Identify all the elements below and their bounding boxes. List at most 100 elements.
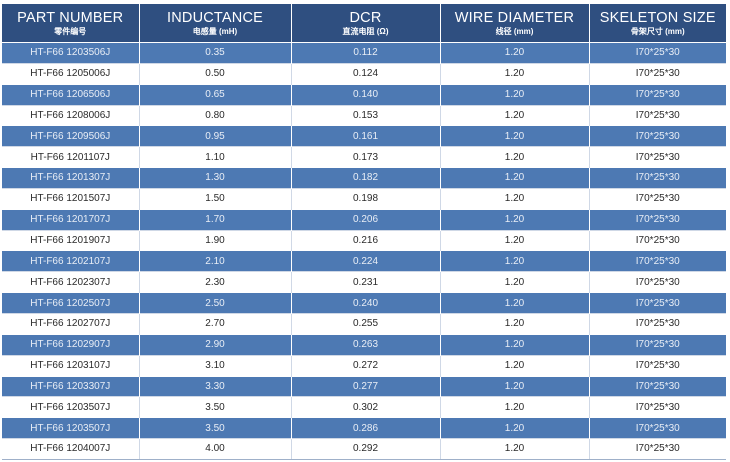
inductance-cell: 3.30 (139, 375, 292, 397)
skeleton-size-cell: I70*25*30 (589, 438, 726, 460)
table-row: HT-F66 1206506J 0.65 0.140 1.20 I70*25*30 (2, 83, 726, 106)
inductance-cell: 3.50 (139, 417, 292, 439)
wire-diameter-cell: 1.20 (440, 312, 590, 335)
table-row: HT-F66 1202707J 2.70 0.255 1.20 I70*25*30 (2, 312, 726, 335)
skeleton-size-cell: I70*25*30 (589, 375, 726, 397)
wire-diameter-cell: 1.20 (440, 83, 590, 106)
wire-diameter-cell: 1.20 (440, 146, 590, 168)
inductance-cell: 0.80 (139, 104, 292, 126)
table-row: HT-F66 1208006J 0.80 0.153 1.20 I70*25*30 (2, 104, 726, 126)
table-row: HT-F66 1205006J 0.50 0.124 1.20 I70*25*30 (2, 62, 726, 85)
dcr-cell: 0.286 (291, 417, 441, 439)
part-number-cell: HT-F66 1201307J (2, 167, 140, 189)
skeleton-size-cell: I70*25*30 (589, 396, 726, 418)
part-number-cell: HT-F66 1203507J (2, 417, 140, 439)
dcr-cell: 0.173 (291, 146, 441, 168)
header-subtitle: 零件编号 (54, 26, 87, 36)
header-subtitle: 直流电阻 (Ω) (342, 26, 389, 36)
inductance-cell: 2.50 (139, 292, 292, 314)
skeleton-size-cell: I70*25*30 (589, 271, 726, 293)
part-number-cell: HT-F66 1208006J (2, 104, 140, 126)
dcr-cell: 0.216 (291, 229, 441, 251)
inductance-cell: 2.10 (139, 250, 292, 272)
dcr-cell: 0.161 (291, 125, 441, 147)
inductance-cell: 2.70 (139, 312, 292, 335)
part-number-cell: HT-F66 1203307J (2, 375, 140, 397)
inductance-cell: 2.90 (139, 333, 292, 356)
wire-diameter-cell: 1.20 (440, 167, 590, 189)
table-row: HT-F66 1201307J 1.30 0.182 1.20 I70*25*30 (2, 167, 726, 189)
dcr-cell: 0.263 (291, 333, 441, 356)
dcr-cell: 0.255 (291, 312, 441, 335)
wire-diameter-cell: 1.20 (440, 271, 590, 293)
wire-diameter-cell: 1.20 (440, 125, 590, 147)
wire-diameter-cell: 1.20 (440, 396, 590, 418)
table-row: HT-F66 1202507J 2.50 0.240 1.20 I70*25*30 (2, 292, 726, 314)
skeleton-size-cell: I70*25*30 (589, 42, 726, 64)
table-row: HT-F66 1201507J 1.50 0.198 1.20 I70*25*30 (2, 187, 726, 210)
header-title: PART NUMBER (17, 9, 124, 26)
part-number-cell: HT-F66 1202107J (2, 250, 140, 272)
header-skeleton-size: SKELETON SIZE 骨架尺寸 (mm) (589, 4, 726, 43)
wire-diameter-cell: 1.20 (440, 187, 590, 210)
dcr-cell: 0.140 (291, 83, 441, 106)
part-number-cell: HT-F66 1204007J (2, 438, 140, 460)
part-number-cell: HT-F66 1202507J (2, 292, 140, 314)
header-subtitle: 线径 (mm) (495, 26, 534, 36)
skeleton-size-cell: I70*25*30 (589, 104, 726, 126)
inductance-cell: 2.30 (139, 271, 292, 293)
part-number-cell: HT-F66 1203507J (2, 396, 140, 418)
part-number-cell: HT-F66 1202907J (2, 333, 140, 356)
wire-diameter-cell: 1.20 (440, 333, 590, 356)
wire-diameter-cell: 1.20 (440, 250, 590, 272)
part-number-cell: HT-F66 1201107J (2, 146, 140, 168)
table-row: HT-F66 1202307J 2.30 0.231 1.20 I70*25*30 (2, 271, 726, 293)
table-row: HT-F66 1202907J 2.90 0.263 1.20 I70*25*30 (2, 333, 726, 356)
part-number-cell: HT-F66 1201707J (2, 208, 140, 231)
wire-diameter-cell: 1.20 (440, 292, 590, 314)
wire-diameter-cell: 1.20 (440, 62, 590, 85)
dcr-cell: 0.240 (291, 292, 441, 314)
wire-diameter-cell: 1.20 (440, 438, 590, 460)
header-dcr: DCR 直流电阻 (Ω) (291, 4, 441, 43)
inductance-cell: 1.70 (139, 208, 292, 231)
skeleton-size-cell: I70*25*30 (589, 292, 726, 314)
wire-diameter-cell: 1.20 (440, 375, 590, 397)
inductance-cell: 1.30 (139, 167, 292, 189)
wire-diameter-cell: 1.20 (440, 417, 590, 439)
dcr-cell: 0.112 (291, 42, 441, 64)
header-title: WIRE DIAMETER (454, 9, 575, 26)
part-number-cell: HT-F66 1201907J (2, 229, 140, 251)
inductance-cell: 4.00 (139, 438, 292, 460)
table-row: HT-F66 1203107J 3.10 0.272 1.20 I70*25*30 (2, 354, 726, 376)
inductance-cell: 1.50 (139, 187, 292, 210)
skeleton-size-cell: I70*25*30 (589, 125, 726, 147)
inductance-cell: 0.35 (139, 42, 292, 64)
dcr-cell: 0.272 (291, 354, 441, 376)
skeleton-size-cell: I70*25*30 (589, 62, 726, 85)
table-row: HT-F66 1203307J 3.30 0.277 1.20 I70*25*30 (2, 375, 726, 397)
inductance-cell: 3.10 (139, 354, 292, 376)
header-subtitle: 骨架尺寸 (mm) (630, 26, 685, 36)
dcr-cell: 0.198 (291, 187, 441, 210)
dcr-cell: 0.182 (291, 167, 441, 189)
dcr-cell: 0.292 (291, 438, 441, 460)
dcr-cell: 0.302 (291, 396, 441, 418)
skeleton-size-cell: I70*25*30 (589, 250, 726, 272)
skeleton-size-cell: I70*25*30 (589, 146, 726, 168)
inductance-cell: 0.95 (139, 125, 292, 147)
dcr-cell: 0.231 (291, 271, 441, 293)
skeleton-size-cell: I70*25*30 (589, 312, 726, 335)
dcr-cell: 0.206 (291, 208, 441, 231)
part-number-cell: HT-F66 1201507J (2, 187, 140, 210)
skeleton-size-cell: I70*25*30 (589, 83, 726, 106)
skeleton-size-cell: I70*25*30 (589, 229, 726, 251)
part-number-cell: HT-F66 1203506J (2, 42, 140, 64)
wire-diameter-cell: 1.20 (440, 208, 590, 231)
header-wire-diameter: WIRE DIAMETER 线径 (mm) (440, 4, 590, 43)
part-number-cell: HT-F66 1205006J (2, 62, 140, 85)
table-body: HT-F66 1203506J 0.35 0.112 1.20 I70*25*30 HT-… (2, 42, 726, 460)
header-row: PART NUMBER 零件编号 INDUCTANCE 电感量 (mH) DCR… (2, 4, 726, 43)
part-number-cell: HT-F66 1202707J (2, 312, 140, 335)
inductance-cell: 1.90 (139, 229, 292, 251)
